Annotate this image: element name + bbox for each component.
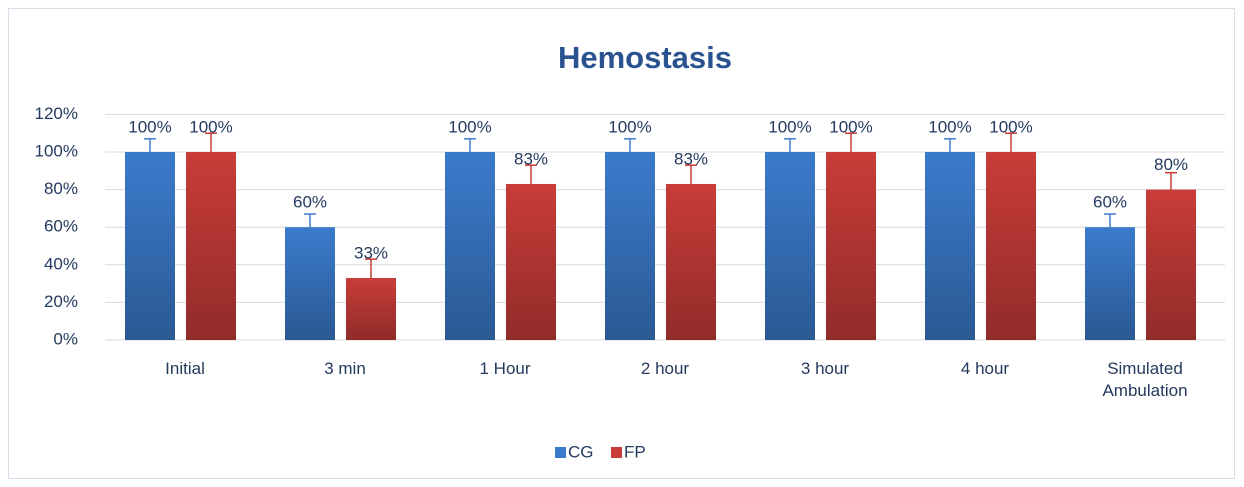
legend-label: CG — [568, 442, 594, 461]
y-tick-label: 0% — [53, 329, 78, 348]
bar-shade — [1146, 189, 1196, 340]
data-label: 100% — [928, 117, 971, 136]
data-label: 100% — [448, 117, 491, 136]
data-label: 83% — [674, 149, 708, 168]
data-label: 60% — [1093, 193, 1127, 212]
data-label: 100% — [989, 117, 1032, 136]
x-tick-label: 1 Hour — [479, 359, 531, 378]
data-label: 100% — [128, 117, 171, 136]
bar-shade — [765, 152, 815, 340]
x-tick-label: 3 min — [324, 359, 366, 378]
chart-title: Hemostasis — [558, 40, 732, 75]
bar-shade — [666, 183, 716, 340]
legend-swatch — [611, 447, 622, 458]
y-tick-label: 80% — [44, 179, 78, 198]
legend-swatch — [555, 447, 566, 458]
data-label: 33% — [354, 243, 388, 262]
x-tick-label: Simulated Ambulation — [1102, 359, 1188, 400]
bar-shade — [285, 227, 335, 340]
x-tick-label: 2 hour — [640, 359, 690, 378]
data-label: 60% — [293, 193, 327, 212]
bar-shade — [826, 152, 876, 340]
bar-shade — [125, 152, 175, 340]
bar-shade — [445, 152, 495, 340]
y-tick-label: 60% — [44, 217, 78, 236]
data-label: 100% — [189, 117, 232, 136]
bar-shade — [506, 183, 556, 340]
y-tick-label: 100% — [35, 141, 78, 160]
bar-shade — [186, 152, 236, 340]
data-label: 100% — [768, 117, 811, 136]
x-tick-label: 4 hour — [960, 359, 1010, 378]
bar-shade — [346, 277, 396, 340]
x-tick-label: 3 hour — [800, 359, 850, 378]
legend-label: FP — [624, 442, 646, 461]
bar-shade — [605, 152, 655, 340]
bar-shade — [986, 152, 1036, 340]
y-tick-label: 20% — [44, 292, 78, 311]
bar-shade — [925, 152, 975, 340]
x-tick-label: Initial — [165, 359, 205, 378]
bar-shade — [1085, 227, 1135, 340]
data-label: 100% — [829, 117, 872, 136]
data-label: 83% — [514, 149, 548, 168]
y-tick-label: 120% — [35, 104, 78, 123]
y-tick-label: 40% — [44, 254, 78, 273]
data-label: 80% — [1154, 155, 1188, 174]
data-label: 100% — [608, 117, 651, 136]
